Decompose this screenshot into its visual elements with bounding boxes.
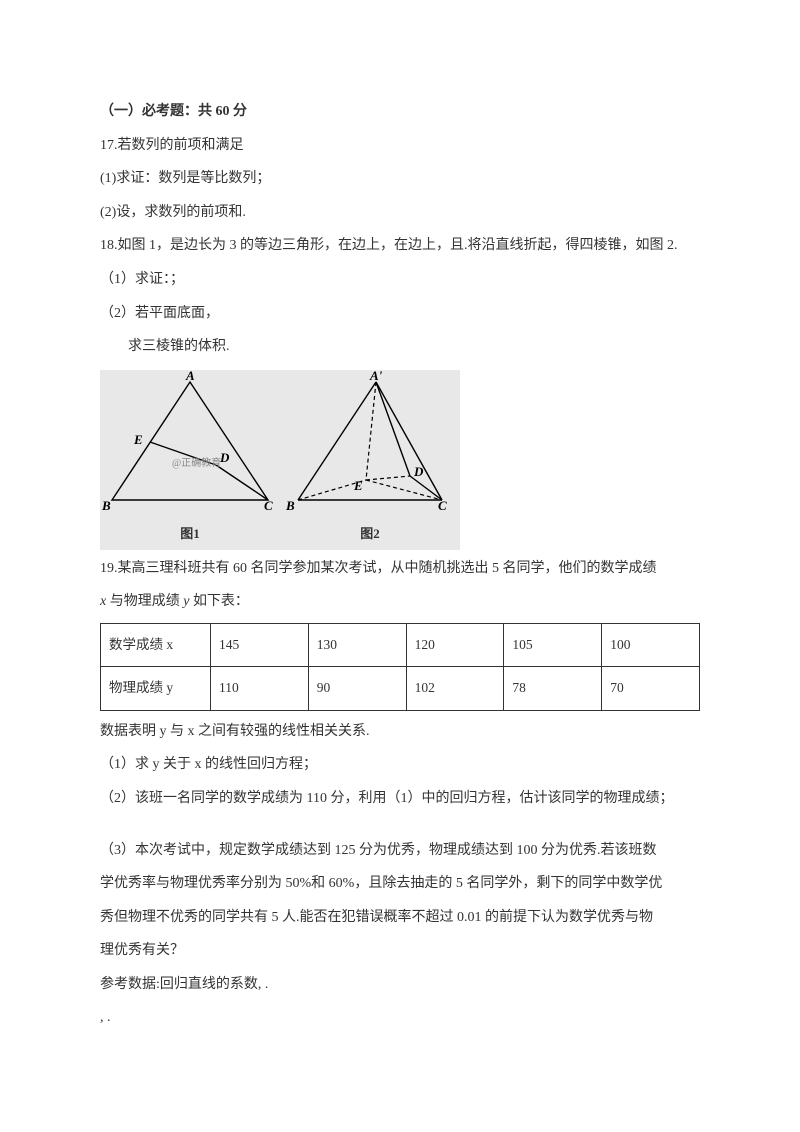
svg-text:C: C	[438, 498, 447, 513]
svg-text:E: E	[133, 432, 143, 447]
q19-reference: 参考数据:回归直线的系数, .	[100, 968, 700, 1002]
svg-text:D: D	[413, 464, 424, 479]
table-cell: 78	[504, 667, 602, 710]
q17-part2: (2)设，求数列的前项和.	[100, 196, 700, 230]
q19-part2: （2）该班一名同学的数学成绩为 110 分，利用（1）中的回归方程，估计该同学的…	[100, 782, 700, 816]
q19-tail: , .	[100, 1001, 700, 1035]
q19-part3-b: 学优秀率与物理优秀率分别为 50%和 60%，且除去抽走的 5 名同学外，剩下的…	[100, 867, 700, 901]
figure-1-label: 图1	[100, 518, 280, 549]
q19-part3-a: （3）本次考试中，规定数学成绩达到 125 分为优秀，物理成绩达到 100 分为…	[100, 834, 700, 868]
figure-2-panel: A' B C D E 图2	[280, 370, 460, 550]
q19-data-table: 数学成绩 x 145 130 120 105 100 物理成绩 y 110 90…	[100, 623, 700, 711]
table-cell: 105	[504, 623, 602, 666]
table-cell: 90	[308, 667, 406, 710]
figure-1-svg: A B C E D	[100, 370, 280, 520]
table-cell: 145	[211, 623, 309, 666]
figure-1-panel: A B C E D @正确教育 图1	[100, 370, 280, 550]
table-cell: 100	[602, 623, 700, 666]
row-header-physics: 物理成绩 y	[101, 667, 211, 710]
svg-text:E: E	[353, 478, 363, 493]
table-cell: 102	[406, 667, 504, 710]
blank-line	[100, 816, 700, 834]
q17-stem: 17.若数列的前项和满足	[100, 129, 700, 163]
q18-part3: 求三棱锥的体积.	[100, 330, 700, 364]
table-cell: 130	[308, 623, 406, 666]
table-cell: 110	[211, 667, 309, 710]
row-header-math: 数学成绩 x	[101, 623, 211, 666]
svg-text:B: B	[101, 498, 111, 513]
q19-after-table: 数据表明 y 与 x 之间有较强的线性相关关系.	[100, 715, 700, 749]
q19-part1: （1）求 y 关于 x 的线性回归方程；	[100, 748, 700, 782]
table-row: 数学成绩 x 145 130 120 105 100	[101, 623, 700, 666]
q18-part2: （2）若平面底面，	[100, 297, 700, 331]
table-cell: 70	[602, 667, 700, 710]
q18-part1: （1）求证：；	[100, 263, 700, 297]
svg-text:A': A'	[369, 370, 383, 383]
q19-stem-line2: x 与物理成绩 y 如下表：	[100, 585, 700, 619]
q18-figure: A B C E D @正确教育 图1	[100, 370, 460, 550]
figure-2-svg: A' B C D E	[280, 370, 460, 520]
svg-text:C: C	[264, 498, 273, 513]
svg-text:A: A	[185, 370, 195, 383]
q19-stem-end: 如下表：	[189, 594, 249, 609]
watermark: @正确教育	[172, 452, 221, 476]
q19-part3-d: 理优秀有关？	[100, 934, 700, 968]
q17-part1: (1)求证：数列是等比数列；	[100, 162, 700, 196]
q19-part3-c: 秀但物理不优秀的同学共有 5 人.能否在犯错误概率不超过 0.01 的前提下认为…	[100, 901, 700, 935]
figure-2-label: 图2	[280, 518, 460, 549]
table-row: 物理成绩 y 110 90 102 78 70	[101, 667, 700, 710]
svg-text:B: B	[285, 498, 295, 513]
table-cell: 120	[406, 623, 504, 666]
q19-stem-line1: 19.某高三理科班共有 60 名同学参加某次考试，从中随机挑选出 5 名同学，他…	[100, 552, 700, 586]
section-heading: （一）必考题：共 60 分	[100, 95, 700, 129]
q18-stem: 18.如图 1，是边长为 3 的等边三角形，在边上，在边上，且.将沿直线折起，得…	[100, 229, 700, 263]
q19-stem-mid: 与物理成绩	[106, 594, 183, 609]
